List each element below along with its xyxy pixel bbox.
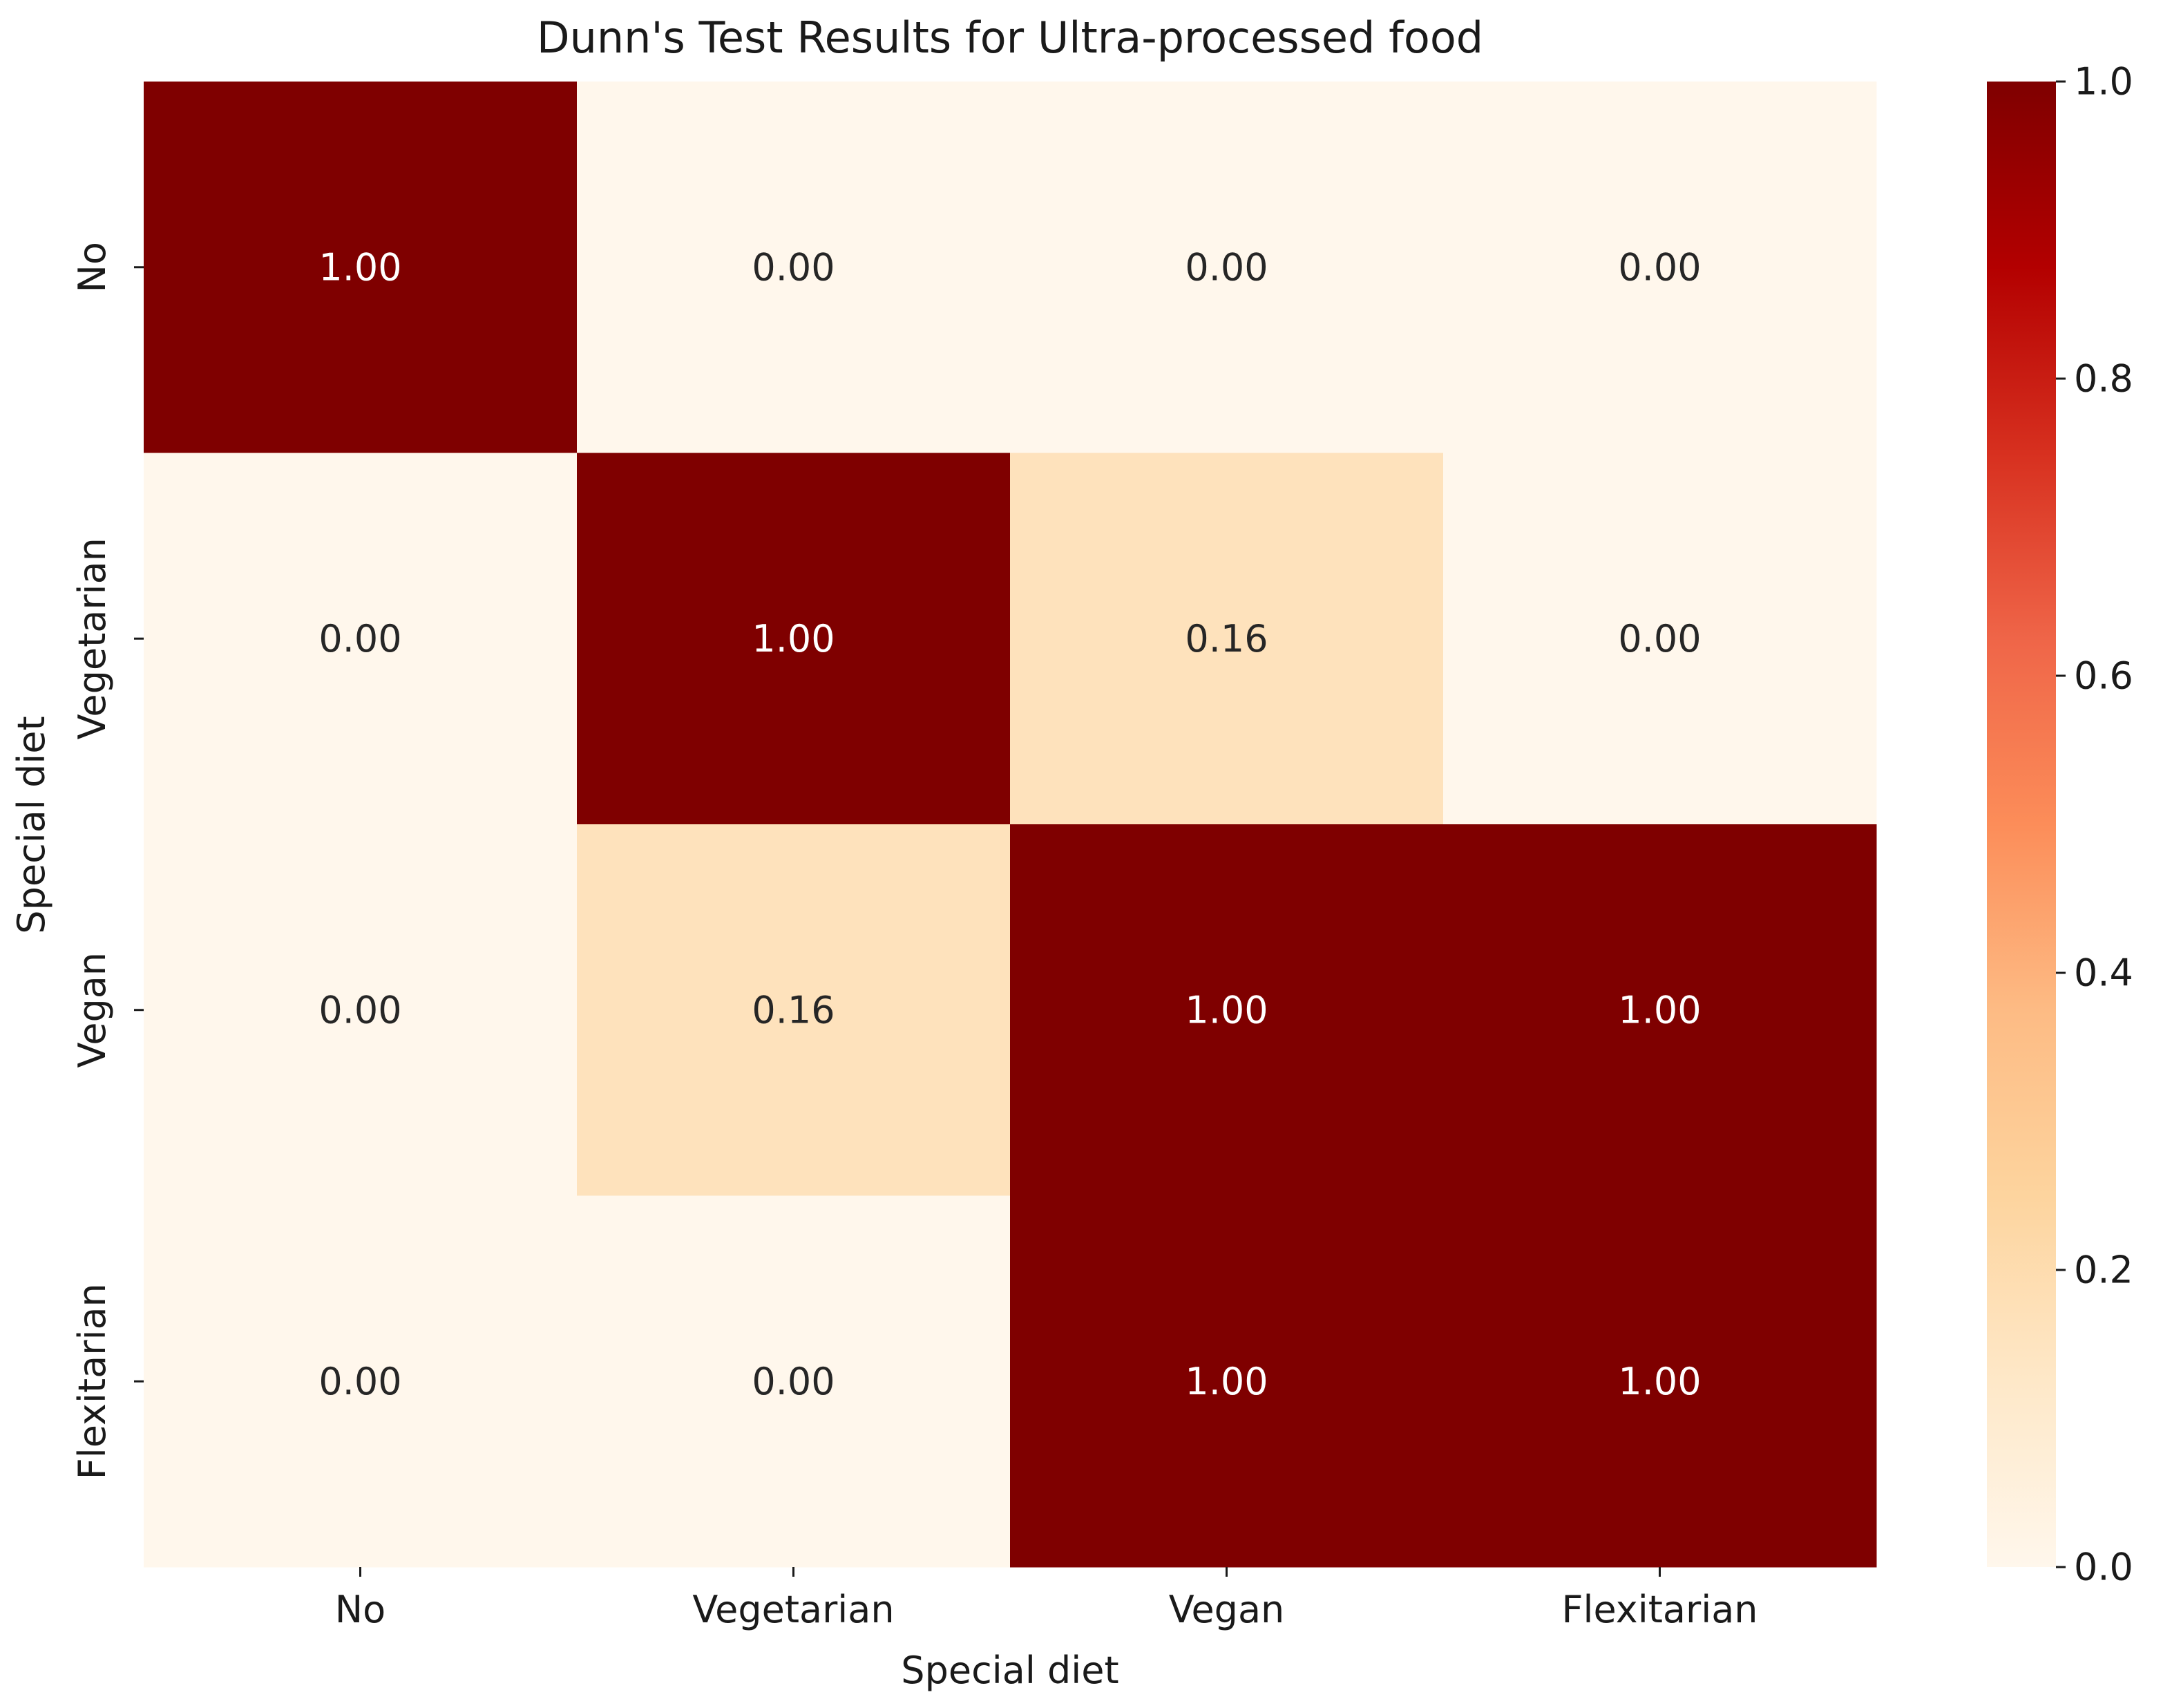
- y-tick-label: Flexitarian: [70, 1283, 114, 1479]
- heatmap-cell: [144, 82, 578, 453]
- cell-value-label: 0.00: [1185, 245, 1268, 289]
- cell-value-label: 0.00: [318, 617, 401, 661]
- cell-value-label: 0.00: [318, 988, 401, 1032]
- heatmap-cell-labels: 1.00 0.00 0.00 0.00 0.00 1.00 0.16 0.00 0.00 0.16…: [318, 245, 1701, 1403]
- cell-value-label: 1.00: [752, 617, 835, 661]
- heatmap-cell: [1010, 82, 1444, 453]
- cell-value-label: 0.16: [752, 988, 835, 1032]
- heatmap-cell: [144, 453, 578, 825]
- heatmap-cell: [577, 824, 1011, 1196]
- heatmap-cell: [1443, 824, 1877, 1196]
- colorbar-tick-label: 0.0: [2074, 1546, 2133, 1589]
- x-tick-label: Vegan: [1169, 1588, 1285, 1631]
- heatmap-cell: [577, 1195, 1011, 1568]
- colorbar-tick-label: 1.0: [2074, 60, 2133, 104]
- x-tick-label: Flexitarian: [1561, 1588, 1757, 1631]
- x-tick-label: Vegetarian: [692, 1588, 894, 1631]
- heatmap-cell: [144, 1195, 578, 1568]
- cell-value-label: 1.00: [318, 245, 401, 289]
- x-axis-label: Special diet: [901, 1649, 1118, 1692]
- y-tick-label: Vegan: [70, 952, 114, 1068]
- y-axis-label: Special diet: [10, 716, 53, 933]
- cell-value-label: 1.00: [1618, 988, 1701, 1032]
- cell-value-label: 0.16: [1185, 617, 1268, 661]
- x-tick-label: No: [335, 1588, 385, 1631]
- cell-value-label: 0.00: [1618, 245, 1701, 289]
- cell-value-label: 0.00: [752, 1360, 835, 1403]
- heatmap-cells: [144, 82, 1877, 1568]
- heatmap-cell: [577, 453, 1011, 825]
- heatmap-cell: [144, 824, 578, 1196]
- heatmap-cell: [1010, 1195, 1444, 1568]
- cell-value-label: 0.00: [1618, 617, 1701, 661]
- heatmap-cell: [1443, 82, 1877, 453]
- y-tick-label: No: [70, 242, 114, 292]
- heatmap-cell: [1443, 453, 1877, 825]
- cell-value-label: 1.00: [1185, 988, 1268, 1032]
- cell-value-label: 0.00: [318, 1360, 401, 1403]
- chart-title: Dunn's Test Results for Ultra-processed …: [537, 12, 1483, 63]
- heatmap-cell: [577, 82, 1011, 453]
- cell-value-label: 1.00: [1618, 1360, 1701, 1403]
- y-axis: No Vegetarian Vegan Flexitarian: [70, 242, 144, 1479]
- heatmap-cell: [1010, 453, 1444, 825]
- y-tick-label: Vegetarian: [70, 538, 114, 739]
- colorbar-tick-label: 0.4: [2074, 951, 2133, 995]
- colorbar: [1987, 82, 2056, 1567]
- colorbar-tick-label: 0.8: [2074, 357, 2133, 401]
- cell-value-label: 0.00: [752, 245, 835, 289]
- colorbar-tick-label: 0.6: [2074, 654, 2133, 698]
- cell-value-label: 1.00: [1185, 1360, 1268, 1403]
- heatmap-cell: [1443, 1195, 1877, 1568]
- x-axis: No Vegetarian Vegan Flexitarian: [335, 1567, 1758, 1631]
- colorbar-ticks: 0.0 0.2 0.4 0.6 0.8 1.0: [2056, 60, 2133, 1589]
- colorbar-tick-label: 0.2: [2074, 1249, 2133, 1292]
- heatmap-cell: [1010, 824, 1444, 1196]
